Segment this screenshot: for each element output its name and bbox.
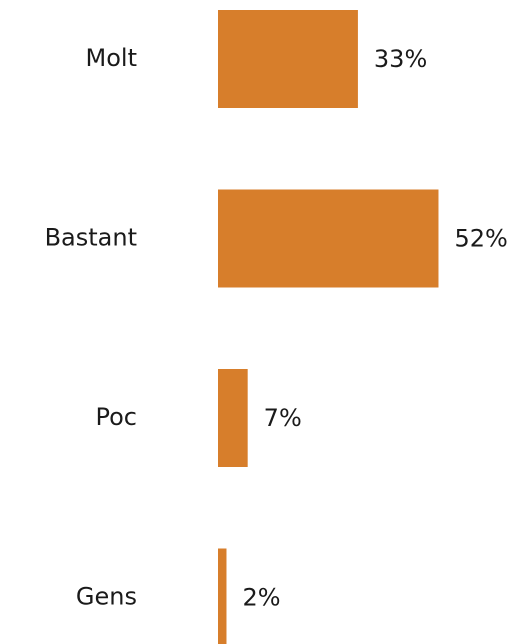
value-label: 2% [242, 584, 280, 612]
category-label: Gens [76, 583, 137, 611]
bar [218, 10, 358, 108]
category-label: Molt [86, 44, 137, 72]
value-label: 7% [264, 404, 302, 432]
category-label: Bastant [45, 224, 137, 252]
bar [218, 369, 248, 467]
bar [218, 548, 227, 644]
category-label: Poc [96, 403, 138, 431]
bar [218, 189, 439, 288]
value-label: 52% [454, 225, 507, 253]
value-label: 33% [374, 45, 427, 73]
